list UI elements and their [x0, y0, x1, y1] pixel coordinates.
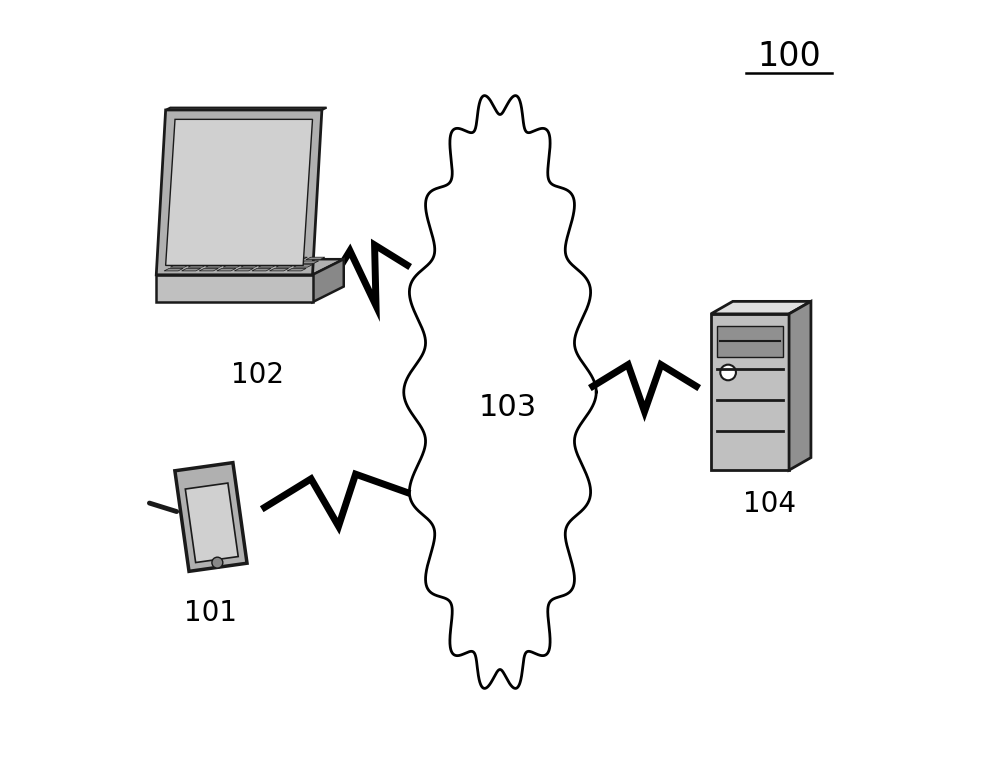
Polygon shape — [271, 257, 290, 260]
Polygon shape — [218, 257, 237, 260]
Polygon shape — [156, 110, 322, 275]
Circle shape — [720, 365, 736, 380]
Polygon shape — [185, 483, 238, 563]
Text: 103: 103 — [479, 393, 537, 422]
Polygon shape — [212, 261, 231, 263]
Polygon shape — [287, 268, 306, 271]
Polygon shape — [241, 265, 260, 267]
Polygon shape — [234, 268, 253, 271]
Text: 100: 100 — [757, 39, 821, 73]
Text: 102: 102 — [231, 361, 284, 389]
Polygon shape — [183, 257, 202, 260]
Polygon shape — [247, 261, 266, 263]
Polygon shape — [156, 260, 344, 275]
Polygon shape — [217, 268, 236, 271]
Polygon shape — [711, 301, 811, 314]
Polygon shape — [223, 265, 242, 267]
Polygon shape — [182, 268, 201, 271]
Polygon shape — [236, 257, 255, 260]
Polygon shape — [156, 275, 313, 302]
Text: 104: 104 — [743, 490, 796, 517]
Polygon shape — [306, 257, 325, 260]
Polygon shape — [288, 257, 307, 260]
Polygon shape — [175, 463, 247, 572]
Polygon shape — [270, 268, 289, 271]
Polygon shape — [276, 265, 295, 267]
Polygon shape — [313, 260, 344, 302]
Circle shape — [212, 557, 223, 568]
Polygon shape — [205, 265, 225, 267]
Polygon shape — [194, 261, 213, 263]
Text: 101: 101 — [184, 599, 237, 627]
Polygon shape — [300, 261, 319, 263]
Polygon shape — [199, 268, 218, 271]
Polygon shape — [188, 265, 207, 267]
Polygon shape — [264, 261, 284, 263]
Polygon shape — [252, 268, 271, 271]
Polygon shape — [170, 265, 189, 267]
Polygon shape — [258, 265, 277, 267]
Polygon shape — [177, 261, 196, 263]
Polygon shape — [717, 325, 783, 357]
Polygon shape — [789, 301, 811, 470]
Polygon shape — [711, 314, 789, 470]
Polygon shape — [404, 96, 596, 688]
Polygon shape — [282, 261, 301, 263]
Polygon shape — [166, 107, 327, 110]
Polygon shape — [164, 268, 183, 271]
Polygon shape — [293, 265, 312, 267]
Polygon shape — [200, 257, 219, 260]
Polygon shape — [253, 257, 272, 260]
Polygon shape — [166, 119, 313, 266]
Polygon shape — [229, 261, 248, 263]
